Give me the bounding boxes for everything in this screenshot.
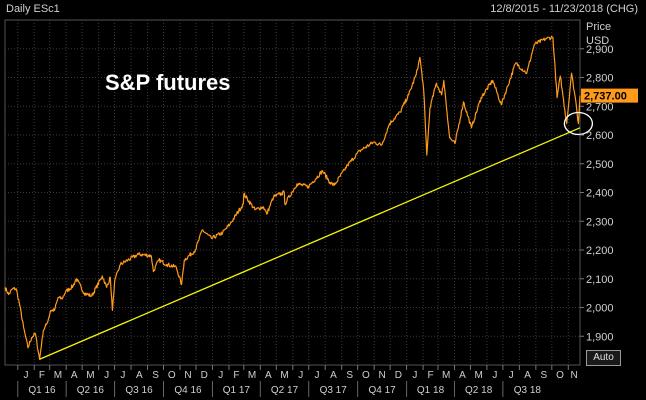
y-axis-title-line1: Price <box>586 21 612 33</box>
quarter-label: Q1 16 <box>28 385 56 396</box>
month-label: D <box>395 370 402 381</box>
quarter-label: Q3 17 <box>320 385 348 396</box>
month-label: O <box>556 370 564 381</box>
grid-lines <box>4 19 581 366</box>
quarter-label: Q3 18 <box>514 385 542 396</box>
month-label: M <box>442 370 450 381</box>
quarter-label: Q2 17 <box>271 385 299 396</box>
chart-annotation: S&P futures <box>105 70 231 95</box>
y-tick-label: 2,500 <box>586 159 614 171</box>
month-label: N <box>184 370 191 381</box>
y-tick-label: 2,000 <box>586 303 614 315</box>
date-range: 12/8/2015 - 11/23/2018 (CHG) <box>490 3 638 15</box>
y-tick-label: 2,300 <box>586 216 614 228</box>
month-label: A <box>330 370 337 381</box>
price-series-line <box>4 35 581 360</box>
quarter-label: Q1 18 <box>417 385 445 396</box>
last-price-box <box>581 88 638 103</box>
y-tick-label: 2,900 <box>586 44 614 56</box>
y-tick-label: 2,800 <box>586 73 614 85</box>
month-label: N <box>379 370 386 381</box>
month-label: J <box>492 370 497 381</box>
quarter-label: Q2 16 <box>77 385 105 396</box>
month-label: M <box>474 370 482 381</box>
y-axis: 1,900 2,000 2,100 2,200 2,300 2,400 2,500 2,600… <box>580 44 638 343</box>
chart-marks <box>4 35 594 360</box>
y-tick-label: 2,400 <box>586 188 614 200</box>
chart-title: Daily ESc1 <box>6 3 60 15</box>
month-label: D <box>201 370 208 381</box>
y-tick-label: 2,100 <box>586 274 614 286</box>
month-label: S <box>540 370 547 381</box>
month-label: J <box>298 370 303 381</box>
auto-scale-button[interactable]: Auto <box>586 350 621 366</box>
month-label: J <box>104 370 109 381</box>
month-label: M <box>54 370 62 381</box>
month-label: A <box>71 370 78 381</box>
month-label: J <box>509 370 514 381</box>
month-label: F <box>233 370 239 381</box>
y-axis-title-line2: USD <box>586 35 610 47</box>
x-axis: J F M A M J J A S O N D J F M A M J J A S O N D J F M A M J J A S O NQ1 16… <box>17 365 578 397</box>
month-label: F <box>427 370 433 381</box>
month-label: A <box>524 370 531 381</box>
y-tick-label: 2,200 <box>586 245 614 257</box>
quarter-label: Q4 16 <box>174 385 202 396</box>
month-label: A <box>459 370 466 381</box>
month-label: J <box>120 370 125 381</box>
last-price-label: 2,737.00 <box>584 91 627 103</box>
month-label: J <box>24 370 29 381</box>
highlight-circle <box>563 111 594 136</box>
y-tick-label: 2,700 <box>586 101 614 113</box>
month-label: F <box>39 370 45 381</box>
month-label: O <box>168 370 176 381</box>
month-label: A <box>136 370 143 381</box>
month-label: M <box>280 370 288 381</box>
quarter-label: Q2 18 <box>465 385 493 396</box>
month-label: J <box>314 370 319 381</box>
y-tick-label: 2,600 <box>586 130 614 142</box>
month-label: S <box>346 370 353 381</box>
month-label: M <box>86 370 94 381</box>
month-label: S <box>152 370 159 381</box>
month-label: J <box>218 370 223 381</box>
month-label: M <box>248 370 256 381</box>
quarter-label: Q1 17 <box>223 385 251 396</box>
y-axis-title: Price USD <box>586 20 611 48</box>
y-tick-label: 1,900 <box>586 331 614 343</box>
quarter-label: Q4 17 <box>369 385 397 396</box>
month-label: N <box>571 370 578 381</box>
trendline <box>39 127 581 360</box>
month-label: J <box>412 370 417 381</box>
quarter-label: Q3 16 <box>125 385 153 396</box>
month-label: A <box>265 370 272 381</box>
month-label: O <box>362 370 370 381</box>
